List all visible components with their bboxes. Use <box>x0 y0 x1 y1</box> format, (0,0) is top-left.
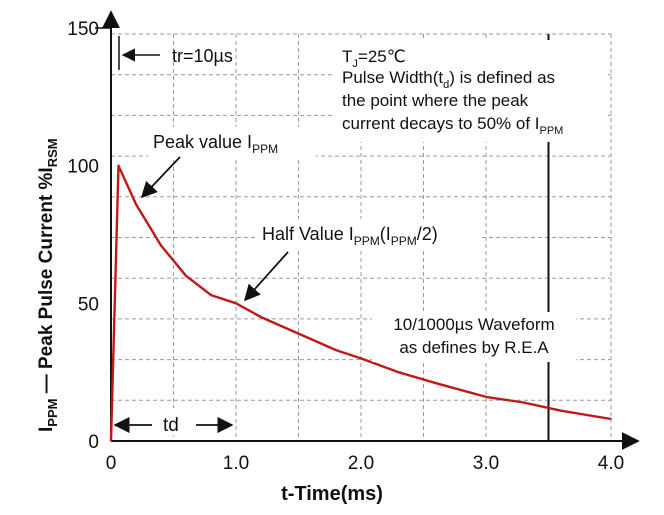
half-label-box <box>256 219 482 249</box>
pulse-width-line-2: the point where the peak <box>342 91 529 110</box>
info-box <box>334 40 606 142</box>
waveform-data-point <box>435 382 437 384</box>
waveform-data-point <box>110 440 112 442</box>
waveform-data-point <box>160 244 162 247</box>
waveform-data-point <box>135 203 137 206</box>
waveform-data-point <box>522 401 525 404</box>
half-label: Half Value IPPM(IPPM/2) <box>262 224 438 248</box>
peak-label: Peak value IPPM <box>153 132 278 156</box>
waveform-data-point <box>235 302 237 305</box>
waveform-data-point <box>185 275 187 277</box>
waveform-data-point <box>397 371 400 373</box>
pulse-width-line-3: current decays to 50% of IPPM <box>342 114 563 137</box>
waveform-data-point <box>560 409 562 412</box>
chart-axes <box>95 10 640 450</box>
waveform-label-line-2: as defines by R.E.A <box>399 338 549 357</box>
half-arrow <box>243 251 289 302</box>
waveform-data-point <box>210 294 212 296</box>
y-tick-label: 0 <box>88 432 99 453</box>
waveform-data-point <box>360 357 362 360</box>
x-axis-label: t-Time(ms) <box>281 483 383 505</box>
waveform-data-point <box>117 164 120 167</box>
y-tick-label: 50 <box>78 294 99 315</box>
x-tick-label: 4.0 <box>598 453 624 474</box>
waveform-label-box <box>372 312 576 362</box>
x-tick-label: 1.0 <box>223 453 249 474</box>
y-tick-label: 100 <box>67 157 99 178</box>
pulse-width-line-1: Pulse Width(td) is defined as <box>342 68 555 91</box>
tr-label: tr=10µs <box>172 46 233 66</box>
waveform-data-point <box>610 418 612 420</box>
tj-label: TJ=25℃ <box>342 47 406 70</box>
x-tick-label: 2.0 <box>348 453 374 474</box>
waveform-data-point <box>297 332 300 335</box>
peak-arrow <box>140 156 181 199</box>
waveform-data-point <box>335 349 337 351</box>
waveform-data-point <box>260 316 262 318</box>
y-tick-label: 150 <box>67 19 99 40</box>
td-label-box <box>150 408 200 436</box>
waveform-data-point <box>485 396 487 398</box>
peak-label-box <box>148 127 316 157</box>
waveform-label-line-1: 10/1000µs Waveform <box>393 315 554 334</box>
td-label: td <box>163 415 179 436</box>
x-tick-label: 3.0 <box>473 453 499 474</box>
x-tick-label: 0 <box>106 453 117 474</box>
chart-ticks: 0 50 100 150 0 1.0 2.0 3.0 4.0 <box>67 19 624 474</box>
y-axis-label: IPPM — Peak Pulse Current %IRSM <box>36 138 60 432</box>
